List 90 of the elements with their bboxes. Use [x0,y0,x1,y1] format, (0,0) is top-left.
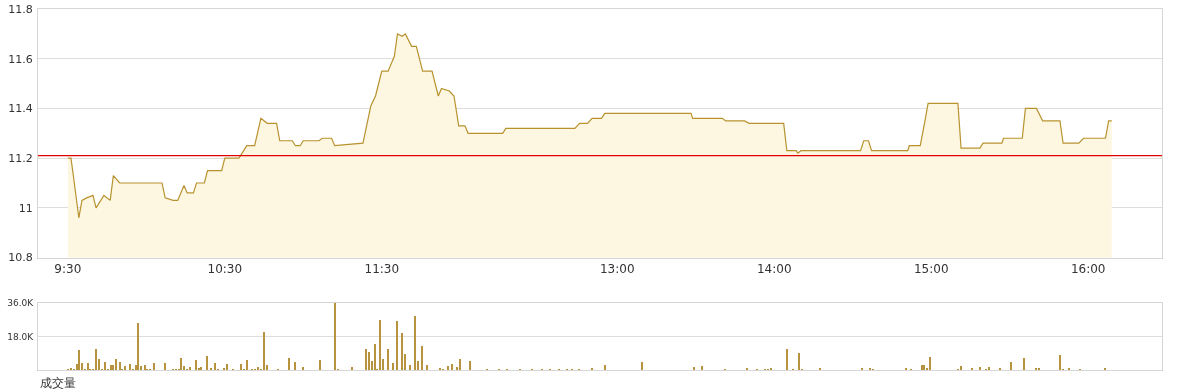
bar [960,365,962,370]
bar [95,348,97,370]
bar [124,365,126,370]
x-tick-label: 9:30 [54,261,82,276]
bar [451,363,453,370]
bar [414,315,416,370]
bar [979,366,981,370]
bar [786,348,788,370]
bar [351,366,353,370]
bar [374,343,376,370]
bar [288,357,290,370]
bar [798,352,800,370]
bar [210,367,212,370]
bar [129,363,131,370]
bar [214,362,216,370]
bar [971,367,973,370]
bar [119,361,121,370]
bar [334,302,336,370]
x-tick-label: 10:30 [207,261,243,276]
bar [164,362,166,370]
bar [447,365,449,370]
bar [701,365,703,370]
x-tick-label: 11:30 [364,261,400,276]
bar [396,320,398,370]
bar [1035,367,1037,370]
bar [115,358,117,370]
bar [189,366,191,370]
bar [206,355,208,370]
bar [1068,367,1070,370]
x-tick-label: 15:00 [913,261,949,276]
bar [869,367,871,370]
bar [87,362,89,370]
bar [70,367,72,370]
bar [1010,361,1012,370]
bar [294,361,296,370]
bar [144,364,146,370]
bar [223,367,225,370]
x-axis-title: 成交量 [40,376,76,390]
bar [421,345,423,370]
bar [693,366,695,370]
bar [153,362,155,370]
bar [770,367,772,370]
bar [409,364,411,370]
bar [365,348,367,370]
y-tick-label: 11.6 [8,52,33,66]
bar [426,364,428,370]
bar [746,367,748,370]
bar [78,349,80,370]
bar [226,363,228,370]
bar [319,359,321,370]
bar [905,367,907,370]
bar [180,357,182,370]
bar [861,367,863,370]
bar [302,366,304,370]
bar [195,359,197,370]
bar [104,361,106,370]
bar [1059,354,1061,370]
bar [1038,367,1040,370]
y-tick-label: 11.4 [8,102,33,116]
y-tick-label: 18.0K [7,331,35,342]
bar [137,322,139,370]
bar [604,364,606,370]
bar [401,332,403,370]
y-tick-label: 11 [18,201,33,215]
bar [641,361,643,370]
bar [591,367,593,370]
bar [246,359,248,370]
bar [439,367,441,370]
y-tick-label: 11.2 [8,151,33,165]
y-tick-label: 10.8 [8,251,33,265]
x-tick-label: 16:00 [1070,261,1106,276]
x-tick-label: 13:00 [599,261,635,276]
y-tick-label: 36.0K [7,298,35,309]
bar [459,358,461,370]
bar [392,362,394,370]
bar [1023,357,1025,370]
bar [368,351,370,370]
bar [257,366,259,370]
bar [379,319,381,370]
bar [263,331,265,370]
bar [929,356,931,370]
x-tick-label: 14:00 [756,261,792,276]
bar [387,348,389,370]
bar [240,363,242,370]
bar [999,367,1001,370]
bar [988,366,990,370]
bar [469,360,471,370]
bar [1104,367,1106,370]
bar [819,367,821,370]
y-tick-label: 11.8 [8,2,33,16]
